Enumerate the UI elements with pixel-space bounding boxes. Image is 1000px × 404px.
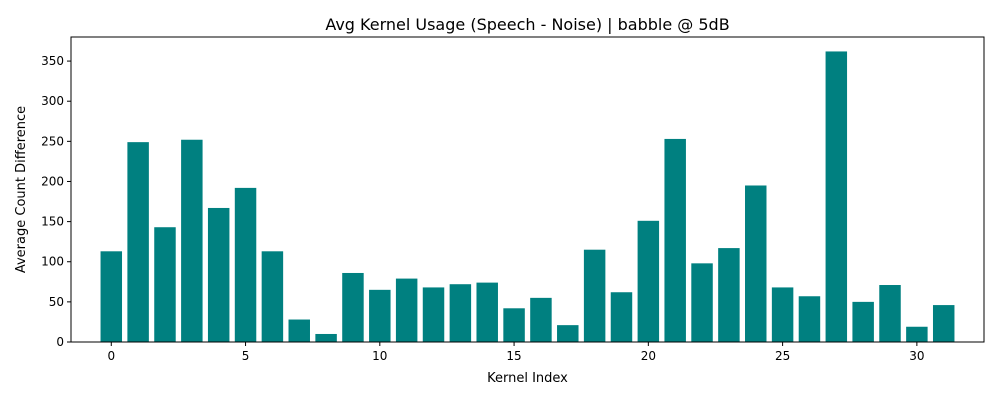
y-tick-label: 350: [41, 54, 64, 68]
bar-kernel-19: [610, 292, 633, 342]
bar-kernel-29: [879, 285, 901, 342]
bar-kernel-17: [557, 325, 579, 342]
x-tick-label: 15: [506, 349, 521, 363]
y-tick-label: 250: [41, 134, 64, 148]
y-tick-label: 300: [41, 94, 64, 108]
bar-kernel-4: [207, 207, 230, 342]
bar-kernel-11: [395, 278, 418, 342]
bar-kernel-3: [181, 139, 203, 342]
y-tick-label: 100: [41, 255, 64, 269]
y-tick-label: 150: [41, 215, 64, 229]
bar-kernel-9: [342, 272, 364, 342]
x-tick-label: 30: [909, 349, 924, 363]
bar-kernel-26: [798, 296, 821, 342]
bar-kernel-12: [422, 287, 445, 342]
bar-kernel-10: [369, 289, 391, 342]
x-tick-label: 0: [107, 349, 115, 363]
bar-kernel-23: [718, 248, 740, 342]
bar-kernel-2: [154, 227, 176, 342]
x-tick-label: 20: [641, 349, 656, 363]
bars-group: [100, 51, 955, 342]
y-tick-label: 0: [56, 335, 64, 349]
bar-kernel-8: [315, 333, 337, 342]
chart-title: Avg Kernel Usage (Speech - Noise) | babb…: [325, 15, 729, 34]
x-axis-ticks: 0 5 10 15 20 25 30: [107, 342, 925, 363]
bar-kernel-7: [288, 319, 310, 342]
bar-kernel-31: [932, 305, 955, 342]
bar-kernel-21: [664, 138, 686, 342]
bar-kernel-22: [691, 263, 713, 342]
plot-frame: [70, 36, 985, 343]
bar-kernel-0: [100, 251, 123, 342]
bar-kernel-18: [583, 249, 606, 342]
bar-kernel-15: [503, 308, 525, 342]
bar-kernel-1: [127, 142, 149, 342]
x-tick-label: 10: [372, 349, 387, 363]
y-tick-label: 50: [49, 295, 64, 309]
bar-kernel-5: [234, 187, 257, 342]
bar-kernel-27: [825, 51, 848, 342]
y-tick-label: 200: [41, 174, 64, 188]
y-axis-ticks: 0 50 100 150 200 250 300 350: [41, 54, 71, 349]
x-tick-label: 25: [775, 349, 790, 363]
bar-kernel-20: [637, 220, 660, 342]
bar-kernel-14: [476, 282, 498, 342]
x-axis-label: Kernel Index: [487, 371, 568, 386]
bar-kernel-16: [530, 297, 552, 342]
x-tick-label: 5: [242, 349, 250, 363]
bar-kernel-6: [261, 251, 284, 342]
bar-kernel-30: [906, 326, 928, 342]
y-axis-label: Average Count Difference: [14, 106, 29, 273]
bar-kernel-24: [745, 185, 767, 342]
bar-kernel-28: [852, 301, 874, 342]
bar-kernel-25: [771, 287, 794, 342]
bar-kernel-13: [449, 284, 472, 342]
